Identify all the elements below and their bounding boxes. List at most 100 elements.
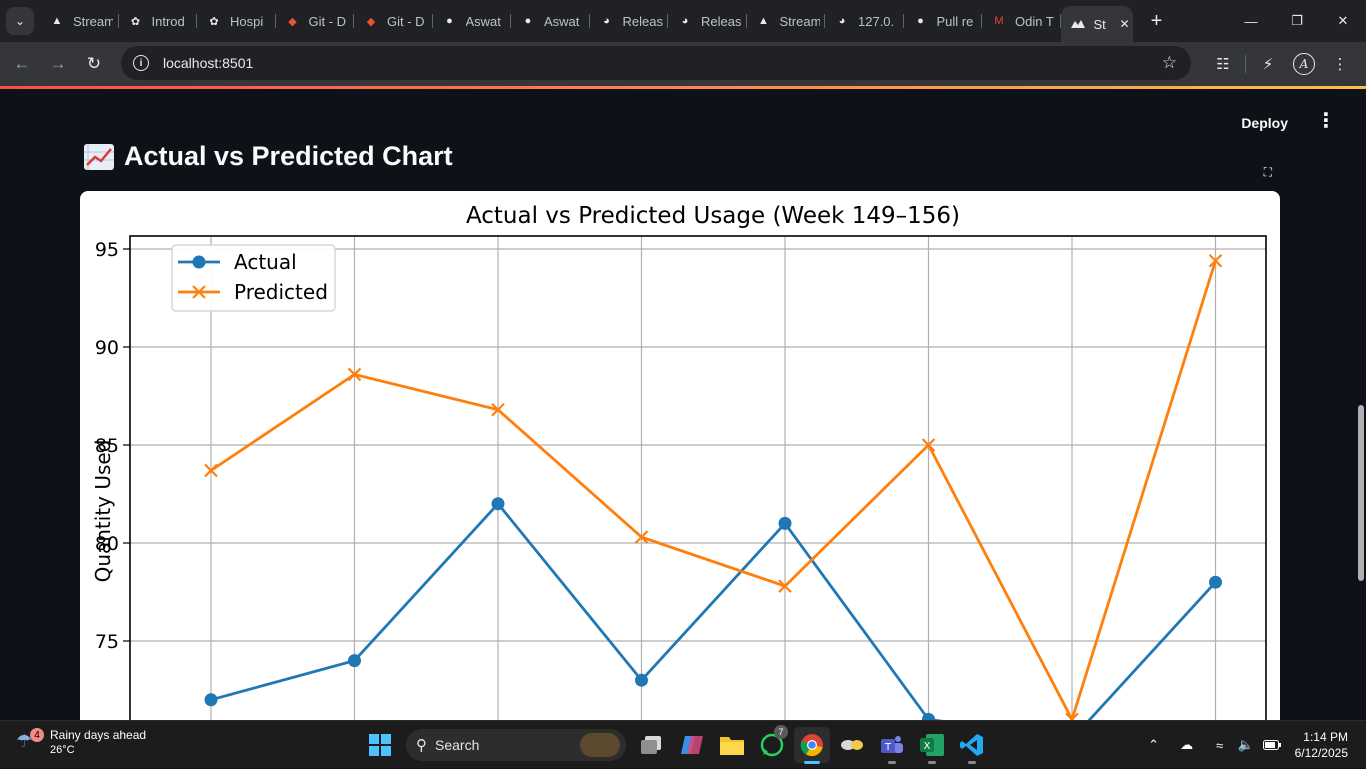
point-predicted-154: [921, 438, 936, 452]
volume-icon[interactable]: 🔈: [1237, 737, 1254, 752]
page-scrollbar[interactable]: [1358, 405, 1364, 581]
clock[interactable]: 1:14 PM 6/12/2025: [1295, 729, 1348, 761]
tab-title: Hospi: [230, 13, 264, 29]
site-info-icon[interactable]: i: [133, 55, 149, 71]
chart-increasing-icon: [84, 143, 114, 170]
tab-title: 127.0.: [858, 13, 895, 29]
heading-text: Actual vs Predicted Chart: [124, 141, 453, 171]
vscode-button[interactable]: [954, 727, 990, 764]
chrome-button[interactable]: [794, 727, 830, 764]
battery-icon[interactable]: [1260, 733, 1284, 757]
legend-label-actual: Actual: [234, 250, 297, 274]
tab-0[interactable]: ▲ Stream: [40, 5, 119, 37]
weather-badge: 4: [30, 728, 44, 742]
tab-6[interactable]: ● Aswat: [511, 5, 590, 37]
performance-icon[interactable]: ⚡: [1262, 56, 1274, 73]
deploy-button[interactable]: Deploy: [1241, 115, 1288, 131]
arrow-left-icon: ←: [13, 54, 31, 73]
marker-stroke: [921, 438, 936, 452]
bookmark-star-icon[interactable]: ☆: [1161, 53, 1177, 72]
fullscreen-icon[interactable]: ⛶: [1263, 165, 1272, 179]
main-menu-icon[interactable]: ⋮: [1316, 110, 1336, 132]
y-tick-label-75: 75: [95, 631, 119, 653]
tab-title: Git - D: [387, 13, 425, 29]
whatsapp-icon: [760, 733, 784, 757]
tab-title: Releas: [701, 13, 741, 29]
tab-2[interactable]: ✿ Hospi: [197, 5, 276, 37]
minimize-icon[interactable]: —: [1244, 13, 1258, 29]
tab-title: Stream: [779, 13, 820, 29]
weather-widget[interactable]: ☂ 4 Rainy days ahead 26°C: [16, 728, 146, 758]
clock-time: 1:14 PM: [1303, 730, 1348, 744]
tab-4[interactable]: ◆ Git - D: [354, 5, 433, 37]
tab-7[interactable]: ◕ Releas: [590, 5, 669, 37]
vscode-icon: [960, 734, 983, 756]
tab-1[interactable]: ✿ Introd: [119, 5, 198, 37]
svg-text:X: X: [924, 741, 931, 752]
openai-icon: ✿: [130, 15, 141, 28]
app-button[interactable]: [834, 727, 870, 763]
tab-10[interactable]: ◕ 127.0.: [825, 5, 904, 37]
tab-title: Git - D: [308, 13, 347, 29]
openai-icon: ✿: [209, 15, 219, 28]
address-bar[interactable]: i localhost:8501 ☆: [121, 46, 1191, 80]
tab-search-button[interactable]: ⌄: [6, 7, 34, 35]
point-actual-149: [204, 693, 218, 707]
reload-button[interactable]: ↻: [76, 46, 112, 82]
whatsapp-badge: 7: [774, 725, 788, 739]
app-icon: [841, 740, 863, 750]
marker-stroke: [491, 402, 505, 417]
tab-active[interactable]: St ✕: [1060, 6, 1133, 42]
series-line-actual: [210, 502, 1217, 720]
line-chart: Actual vs Predicted Usage (Week 149–156)…: [91, 203, 1267, 720]
task-view-button[interactable]: [634, 727, 670, 763]
search-placeholder: Search: [435, 737, 480, 753]
close-window-icon[interactable]: ✕: [1337, 13, 1349, 28]
close-icon[interactable]: ✕: [1119, 17, 1130, 31]
tab-title: Odin T: [1015, 13, 1054, 29]
excel-button[interactable]: X: [914, 727, 950, 764]
tab-9[interactable]: ▲ Stream: [747, 5, 826, 37]
onedrive-icon[interactable]: ☁: [1180, 737, 1194, 752]
teams-button[interactable]: T: [874, 727, 910, 764]
streamlit-app: Deploy ⋮ Actual vs Predicted Chart ⛶ Act…: [0, 89, 1366, 720]
point-predicted-156: [1208, 253, 1223, 268]
globe-icon: ◕: [603, 15, 610, 27]
tab-title: Aswat: [544, 13, 580, 29]
point-predicted-151: [491, 402, 505, 417]
toolbar-actions: ☷ ⚡ A ⋮: [1205, 46, 1358, 82]
copilot-button[interactable]: [674, 727, 710, 763]
search-icon: ⚲: [416, 737, 427, 754]
teams-icon: T: [881, 736, 903, 753]
extensions-icon[interactable]: ☷: [1216, 56, 1230, 73]
window-controls: — ❐ ✕: [1228, 0, 1366, 42]
restore-icon[interactable]: ❐: [1291, 13, 1303, 28]
forward-button[interactable]: →: [40, 46, 76, 82]
more-menu-icon[interactable]: ⋮: [1332, 56, 1348, 73]
whatsapp-button[interactable]: 7: [754, 725, 790, 763]
taskbar-search[interactable]: ⚲ Search: [406, 729, 626, 761]
profile-avatar-icon[interactable]: A: [1293, 53, 1315, 75]
marker-stroke: [347, 367, 362, 382]
arrow-right-icon: →: [49, 54, 67, 73]
tab-8[interactable]: ◕ Releas: [668, 5, 747, 37]
back-button[interactable]: ←: [4, 46, 40, 82]
streamlit-header-decoration: [0, 86, 1366, 89]
tab-12[interactable]: M Odin T: [982, 5, 1061, 37]
legend-marker-predicted: [192, 285, 206, 299]
weather-temp: 26°C: [50, 744, 75, 756]
github-icon: ●: [917, 15, 924, 27]
series-line-predicted: [210, 260, 1217, 720]
y-tick-label-85: 85: [95, 435, 119, 457]
file-explorer-button[interactable]: [714, 727, 750, 763]
address-text: localhost:8501: [163, 55, 254, 71]
tab-11[interactable]: ● Pull re: [904, 5, 983, 37]
chevron-up-icon[interactable]: ⌃: [1148, 737, 1160, 752]
tab-5[interactable]: ● Aswat: [433, 5, 512, 37]
tab-3[interactable]: ◆ Git - D: [276, 5, 355, 37]
wifi-icon[interactable]: ≈: [1216, 737, 1224, 753]
new-tab-button[interactable]: +: [1150, 9, 1163, 32]
start-button[interactable]: [362, 727, 398, 763]
marker-stroke: [1208, 253, 1223, 268]
y-tick-label-80: 80: [95, 533, 119, 555]
